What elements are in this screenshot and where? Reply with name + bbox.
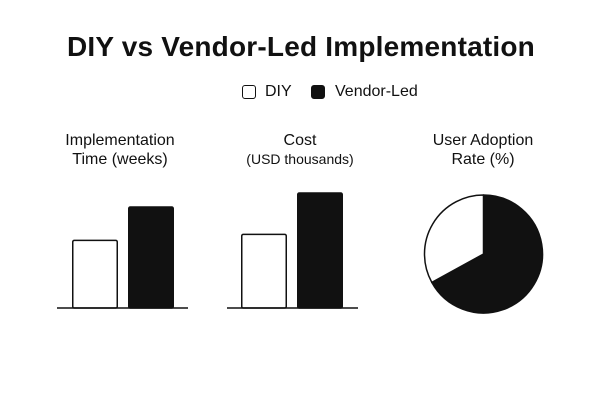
legend-label-vendor: Vendor-Led bbox=[335, 83, 418, 100]
cost-title-line2: (USD thousands) bbox=[246, 151, 354, 167]
adoption-title-line1: User Adoption bbox=[432, 132, 534, 149]
adoption-pie-chart bbox=[423, 194, 544, 314]
legend-swatch-diy bbox=[242, 85, 256, 99]
adoption-panel-title: User Adoption Rate (%) bbox=[403, 131, 563, 169]
legend: DIY Vendor-Led bbox=[0, 83, 602, 104]
cost-title-line1: Cost bbox=[283, 132, 317, 149]
adoption-title-line2: Rate (%) bbox=[451, 151, 515, 168]
cost-panel-title: Cost (USD thousands) bbox=[220, 131, 380, 169]
cost-bar-chart bbox=[227, 192, 358, 309]
pie-slice-vendor-led bbox=[431, 194, 544, 314]
bar-vendor-led bbox=[128, 206, 174, 309]
bar-vendor-led bbox=[297, 192, 343, 309]
legend-label-diy: DIY bbox=[265, 83, 292, 100]
time-title-line2: Time (weeks) bbox=[72, 151, 168, 168]
time-title-line1: Implementation bbox=[65, 132, 175, 149]
bar-diy bbox=[72, 239, 118, 309]
bar-diy bbox=[241, 233, 287, 309]
chart-title: DIY vs Vendor-Led Implementation bbox=[67, 31, 535, 62]
time-bar-chart bbox=[57, 206, 188, 309]
time-panel-title: Implementation Time (weeks) bbox=[40, 131, 200, 169]
legend-swatch-vendor bbox=[311, 85, 325, 99]
pie-slice-diy bbox=[423, 194, 485, 284]
